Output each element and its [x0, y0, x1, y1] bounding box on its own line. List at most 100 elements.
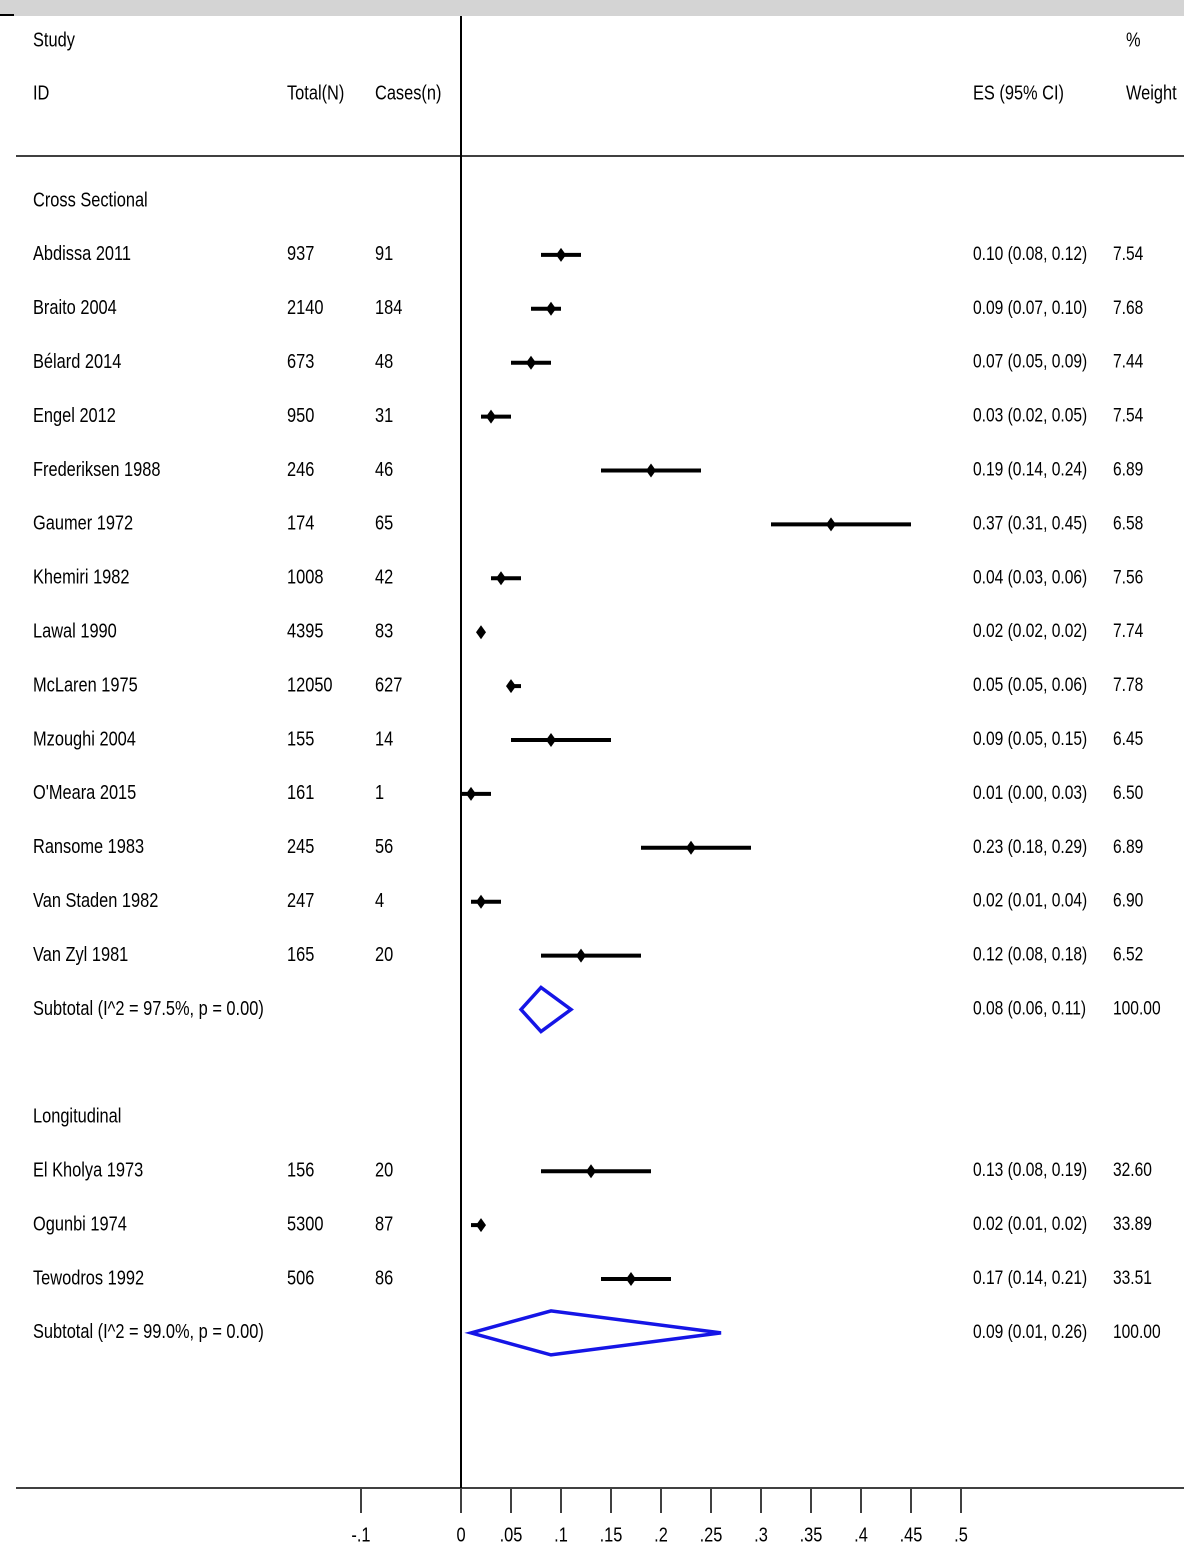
study-id: Van Staden 1982 — [33, 888, 158, 911]
study-total: 950 — [287, 403, 314, 426]
study-es-ci: 0.19 (0.14, 0.24) — [973, 458, 1087, 480]
study-cases: 48 — [375, 349, 393, 372]
study-weight: 32.60 — [1113, 1159, 1152, 1181]
study-id: Khemiri 1982 — [33, 565, 130, 588]
x-tick-label: .25 — [700, 1523, 723, 1546]
subtotal-es-ci: 0.08 (0.06, 0.11) — [973, 997, 1086, 1019]
study-cases: 20 — [375, 1158, 393, 1181]
study-es-ci: 0.23 (0.18, 0.29) — [973, 835, 1087, 857]
x-tick-label: .15 — [600, 1523, 623, 1546]
study-es-ci: 0.02 (0.01, 0.02) — [973, 1213, 1087, 1235]
study-cases: 87 — [375, 1212, 393, 1235]
study-weight: 33.89 — [1113, 1213, 1152, 1235]
header-es: ES (95% CI) — [973, 81, 1064, 104]
study-weight: 6.45 — [1113, 728, 1143, 750]
x-tick-label: 0 — [456, 1523, 465, 1546]
study-weight: 6.58 — [1113, 512, 1143, 534]
subtotal-weight: 100.00 — [1113, 997, 1161, 1019]
study-weight: 7.54 — [1113, 404, 1144, 426]
point-estimate — [546, 301, 556, 316]
subtotal-label: Subtotal (I^2 = 97.5%, p = 0.00) — [33, 996, 264, 1019]
study-total: 937 — [287, 242, 314, 265]
x-tick-label: .45 — [900, 1523, 923, 1546]
study-es-ci: 0.07 (0.05, 0.09) — [973, 350, 1087, 372]
study-id: Bélard 2014 — [33, 349, 121, 372]
study-total: 506 — [287, 1266, 314, 1289]
point-estimate — [526, 355, 536, 370]
study-total: 155 — [287, 727, 314, 750]
point-estimate — [686, 840, 696, 855]
study-id: Lawal 1990 — [33, 619, 117, 642]
study-total: 12050 — [287, 673, 333, 696]
point-estimate — [626, 1272, 636, 1286]
study-weight: 7.68 — [1113, 296, 1143, 318]
study-total: 673 — [287, 349, 314, 372]
study-weight: 6.52 — [1113, 943, 1143, 965]
study-total: 5300 — [287, 1212, 323, 1235]
header-weight: Weight — [1126, 81, 1177, 104]
study-total: 1008 — [287, 565, 323, 588]
study-total: 174 — [287, 511, 314, 534]
study-id: Frederiksen 1988 — [33, 457, 160, 480]
subtotal-label: Subtotal (I^2 = 99.0%, p = 0.00) — [33, 1320, 264, 1343]
study-weight: 6.90 — [1113, 889, 1143, 911]
study-id: Ransome 1983 — [33, 834, 144, 857]
study-es-ci: 0.13 (0.08, 0.19) — [973, 1159, 1087, 1181]
pooled-diamond — [464, 1309, 722, 1357]
point-estimate — [646, 463, 656, 478]
study-cases: 56 — [375, 834, 393, 857]
study-cases: 1 — [375, 781, 384, 804]
subtotal-weight: 100.00 — [1113, 1320, 1161, 1342]
point-estimate — [546, 733, 556, 747]
study-es-ci: 0.02 (0.01, 0.04) — [973, 889, 1087, 911]
study-cases: 627 — [375, 673, 402, 696]
x-tick-label: .05 — [500, 1523, 523, 1546]
study-es-ci: 0.09 (0.05, 0.15) — [973, 728, 1087, 750]
study-es-ci: 0.37 (0.31, 0.45) — [973, 512, 1087, 534]
point-estimate — [476, 625, 486, 640]
point-estimate — [586, 1164, 596, 1179]
study-cases: 31 — [375, 403, 393, 426]
study-total: 4395 — [287, 619, 323, 642]
study-id: El Kholya 1973 — [33, 1158, 143, 1181]
study-total: 247 — [287, 888, 314, 911]
study-id: O'Meara 2015 — [33, 781, 136, 804]
study-weight: 7.44 — [1113, 350, 1144, 372]
study-cases: 42 — [375, 565, 393, 588]
header-cases: Cases(n) — [375, 81, 441, 104]
study-es-ci: 0.17 (0.14, 0.21) — [973, 1267, 1087, 1289]
study-weight: 33.51 — [1113, 1267, 1152, 1289]
group-label: Cross Sectional — [33, 188, 148, 211]
study-weight: 7.54 — [1113, 242, 1144, 264]
study-id: Mzoughi 2004 — [33, 727, 136, 750]
x-tick-label: .5 — [954, 1523, 968, 1546]
group-label: Longitudinal — [33, 1104, 121, 1127]
x-tick-label: -.1 — [351, 1523, 370, 1546]
point-estimate — [826, 517, 836, 532]
study-cases: 14 — [375, 727, 393, 750]
study-cases: 86 — [375, 1266, 393, 1289]
study-cases: 184 — [375, 295, 402, 318]
study-weight: 7.56 — [1113, 566, 1143, 588]
point-estimate — [506, 679, 516, 694]
study-id: Ogunbi 1974 — [33, 1212, 127, 1235]
study-id: Van Zyl 1981 — [33, 942, 128, 965]
header-study: Study — [33, 28, 76, 51]
point-estimate — [496, 571, 506, 586]
header-total: Total(N) — [287, 81, 344, 104]
study-weight: 7.74 — [1113, 620, 1144, 642]
study-es-ci: 0.01 (0.00, 0.03) — [973, 781, 1087, 803]
study-id: McLaren 1975 — [33, 673, 138, 696]
point-estimate — [466, 786, 476, 801]
x-tick-label: .2 — [654, 1523, 668, 1546]
study-es-ci: 0.12 (0.08, 0.18) — [973, 943, 1087, 965]
study-weight: 7.78 — [1113, 674, 1143, 696]
x-tick-label: .1 — [554, 1523, 568, 1546]
study-id: Abdissa 2011 — [33, 242, 131, 265]
x-tick-label: .3 — [754, 1523, 768, 1546]
study-es-ci: 0.10 (0.08, 0.12) — [973, 242, 1087, 264]
subtotal-es-ci: 0.09 (0.01, 0.26) — [973, 1320, 1087, 1342]
study-es-ci: 0.05 (0.05, 0.06) — [973, 674, 1087, 696]
point-estimate — [476, 894, 486, 909]
